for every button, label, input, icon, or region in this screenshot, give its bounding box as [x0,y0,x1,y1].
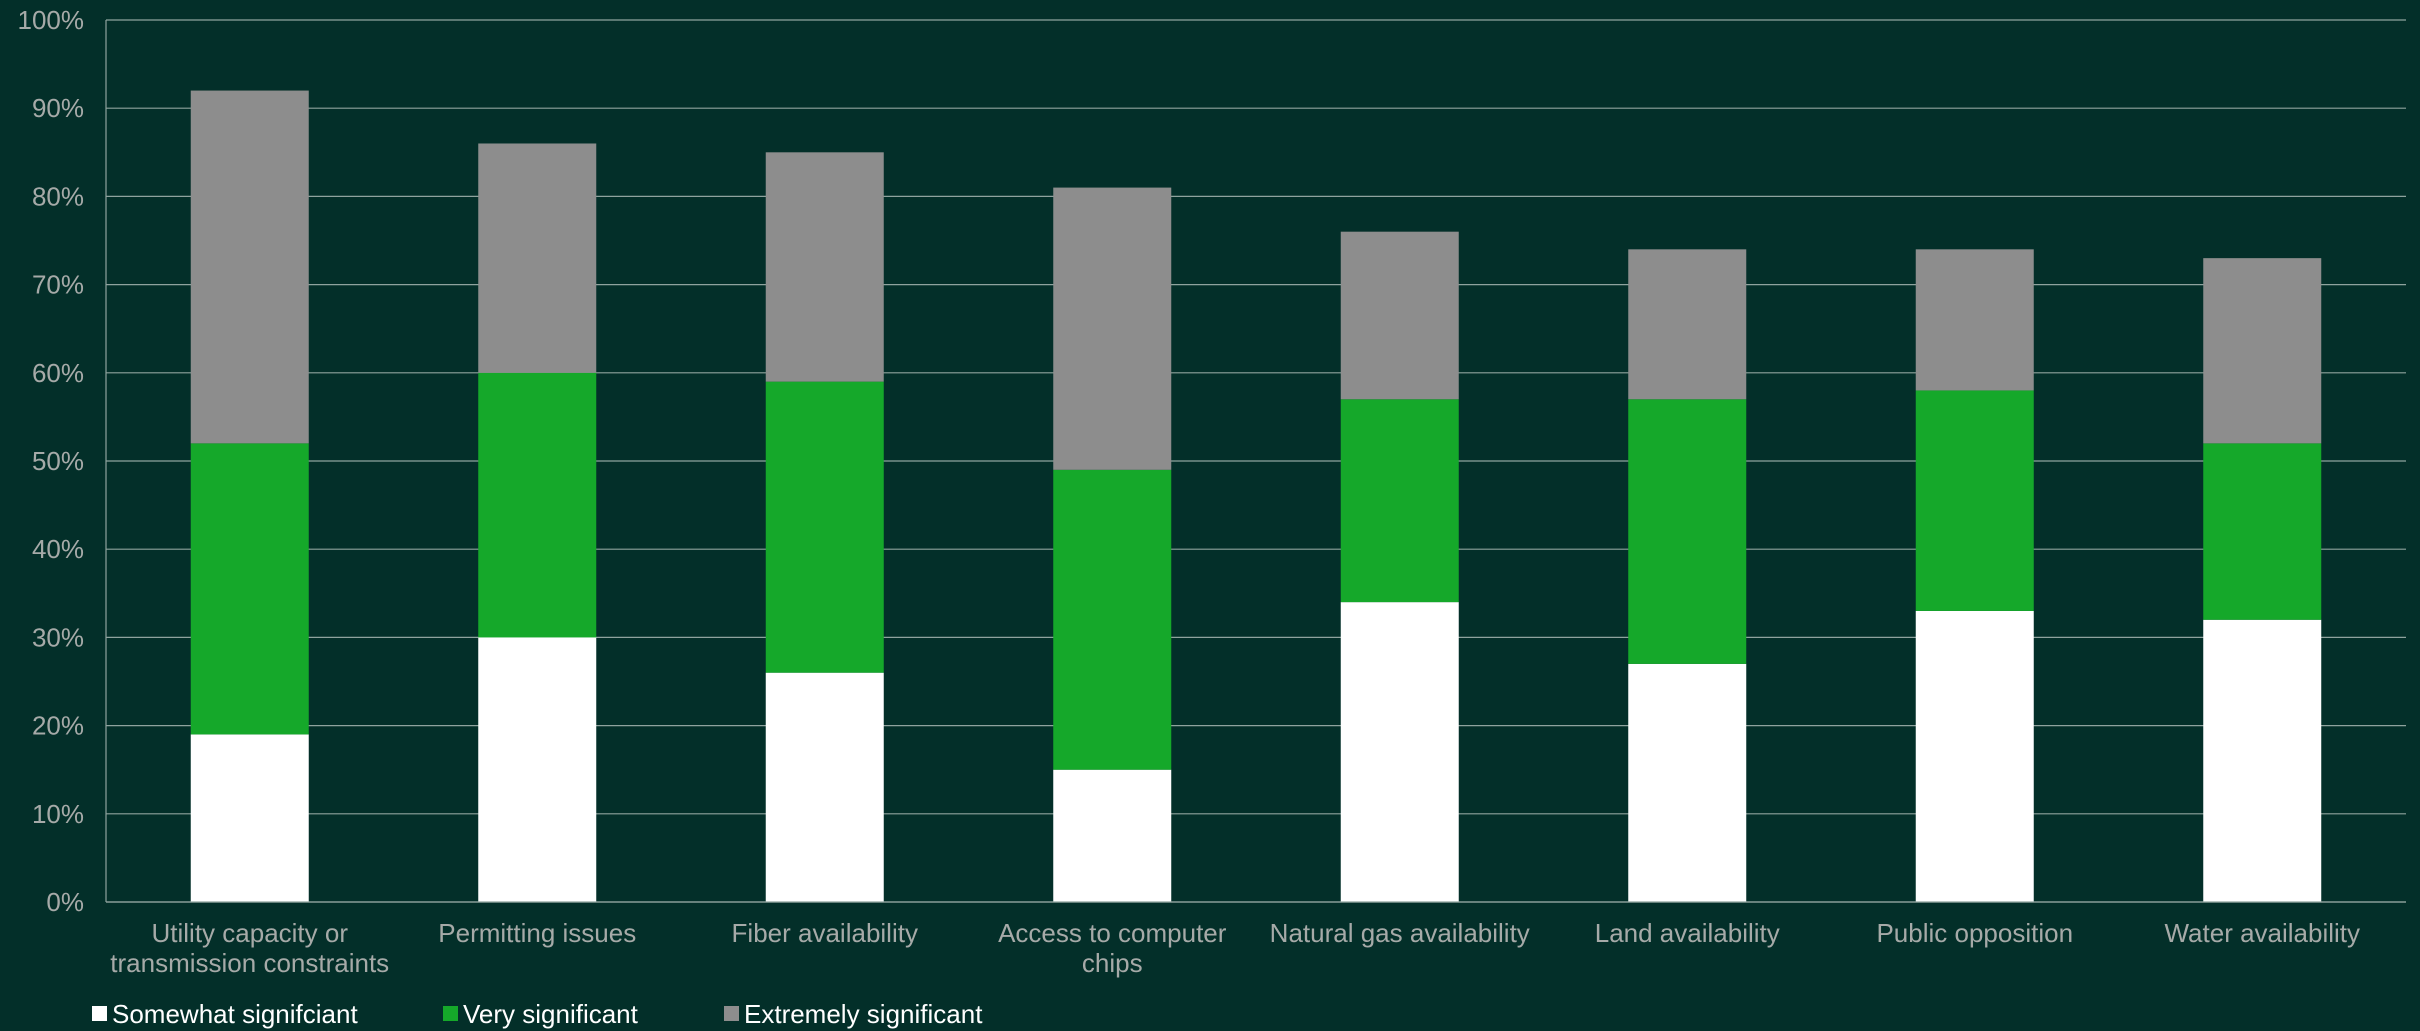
x-tick-label: Fiber availability [732,918,918,948]
bar-segment [478,637,597,902]
bar-segment [765,381,884,673]
legend-label: Extremely significant [744,999,983,1029]
bar-segment [765,152,884,382]
y-tick-label: 0% [46,887,84,917]
bar-segment [765,672,884,902]
y-tick-label: 80% [32,181,84,211]
y-tick-label: 90% [32,93,84,123]
bar-segment [190,443,309,735]
bar-segment [478,372,597,638]
legend-label: Somewhat signifciant [112,999,358,1029]
bar-segment [478,143,597,373]
bar-segment [1053,769,1172,902]
x-tick-label: Permitting issues [438,918,636,948]
x-tick-label: Natural gas availability [1270,918,1530,948]
legend-swatch [724,1006,739,1021]
bar-segment [1340,602,1459,902]
y-tick-label: 50% [32,446,84,476]
y-tick-label: 40% [32,534,84,564]
y-tick-label: 10% [32,799,84,829]
y-axis: 0% 10% 20% 30% 40% 50% 60% 70% 80% 90% 100% [18,5,107,917]
bar-segment [1915,390,2034,611]
bar-segment [190,734,309,902]
x-tick-label: Utility capacity or transmission constrai… [110,918,389,978]
bar-segment [1628,249,1747,400]
bar-segment [1628,399,1747,664]
bar-segment [2203,619,2322,902]
x-tick-label: Land availability [1595,918,1780,948]
y-tick-label: 70% [32,270,84,300]
y-tick-label: 100% [18,5,85,35]
bar-segment [1340,399,1459,603]
bars [190,90,2322,902]
y-tick-label: 30% [32,622,84,652]
x-axis: Utility capacity or transmission constrai… [106,901,2406,978]
bar-segment [1340,231,1459,400]
y-tick-label: 20% [32,711,84,741]
legend-swatch [92,1006,107,1021]
legend-label: Very significant [463,999,639,1029]
bar-segment [1628,663,1747,902]
bar-segment [2203,443,2322,620]
x-tick-label: Public opposition [1876,918,2073,948]
bar-segment [1915,249,2034,391]
legend-swatch [443,1006,458,1021]
legend: Somewhat signifciant Very significant Extr… [92,999,983,1029]
x-tick-label: Water availability [2164,918,2360,948]
bar-segment [1915,610,2034,902]
bar-segment [190,90,309,444]
bar-segment [2203,258,2322,444]
x-tick-label: Access to computer chips [998,918,1227,978]
y-tick-label: 60% [32,358,84,388]
bar-segment [1053,187,1172,470]
bar-segment [1053,469,1172,770]
